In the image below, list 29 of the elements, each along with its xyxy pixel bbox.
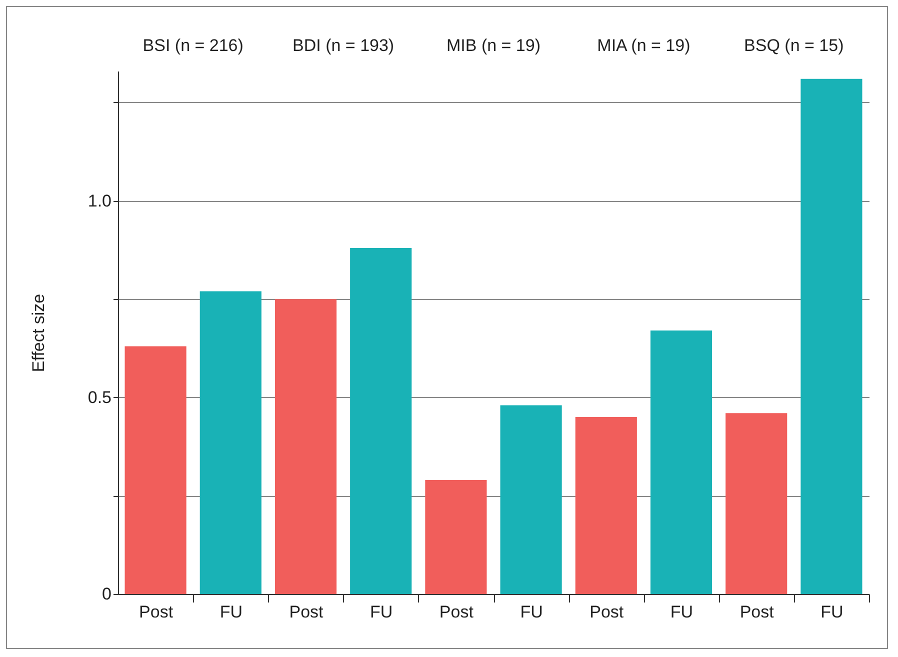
text: MIB (n = 19): [446, 36, 541, 55]
bar: [200, 291, 262, 594]
y-axis-title: Effect size: [28, 294, 48, 372]
y-tick-label: 1.0: [88, 191, 112, 210]
bar: [274, 299, 337, 594]
x-tick-label: Post: [139, 602, 174, 622]
x-tick-label: Post: [289, 602, 324, 622]
bar: [425, 480, 487, 594]
bar: [575, 417, 637, 594]
bar: [650, 330, 712, 594]
text: BDI (n = 193): [292, 36, 394, 55]
x-tick-label: Post: [590, 602, 624, 622]
x-tick-label: FU: [220, 602, 242, 622]
x-tick-label: Post: [439, 602, 474, 622]
bar: [350, 248, 412, 594]
text: BSQ (n = 15): [744, 36, 844, 55]
y-tick-label: 0.5: [88, 388, 112, 407]
y-tick-label: 0: [102, 584, 112, 604]
x-tick-label: FU: [670, 602, 694, 622]
bar: [500, 405, 562, 594]
bar: [726, 413, 788, 594]
bar: [800, 78, 862, 594]
text: BSI (n = 216): [142, 36, 244, 55]
x-tick-label: Post: [740, 602, 774, 622]
x-tick-label: FU: [520, 602, 543, 622]
bar: [124, 346, 186, 594]
text: MIA (n = 19): [597, 36, 690, 55]
x-tick-label: FU: [370, 602, 393, 622]
x-tick-label: FU: [820, 602, 844, 622]
